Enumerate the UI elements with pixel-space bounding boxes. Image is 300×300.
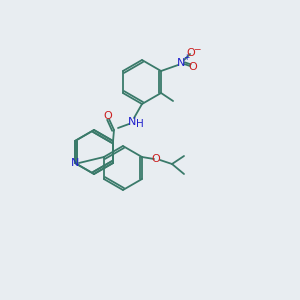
Text: N: N: [71, 158, 79, 168]
Text: O: O: [103, 111, 112, 121]
Text: −: −: [193, 44, 201, 53]
Text: N: N: [177, 58, 185, 68]
Text: O: O: [189, 62, 197, 72]
Text: O: O: [152, 154, 160, 164]
Text: N: N: [128, 117, 136, 127]
Text: +: +: [183, 53, 189, 62]
Text: O: O: [187, 48, 195, 58]
Text: H: H: [136, 119, 144, 129]
